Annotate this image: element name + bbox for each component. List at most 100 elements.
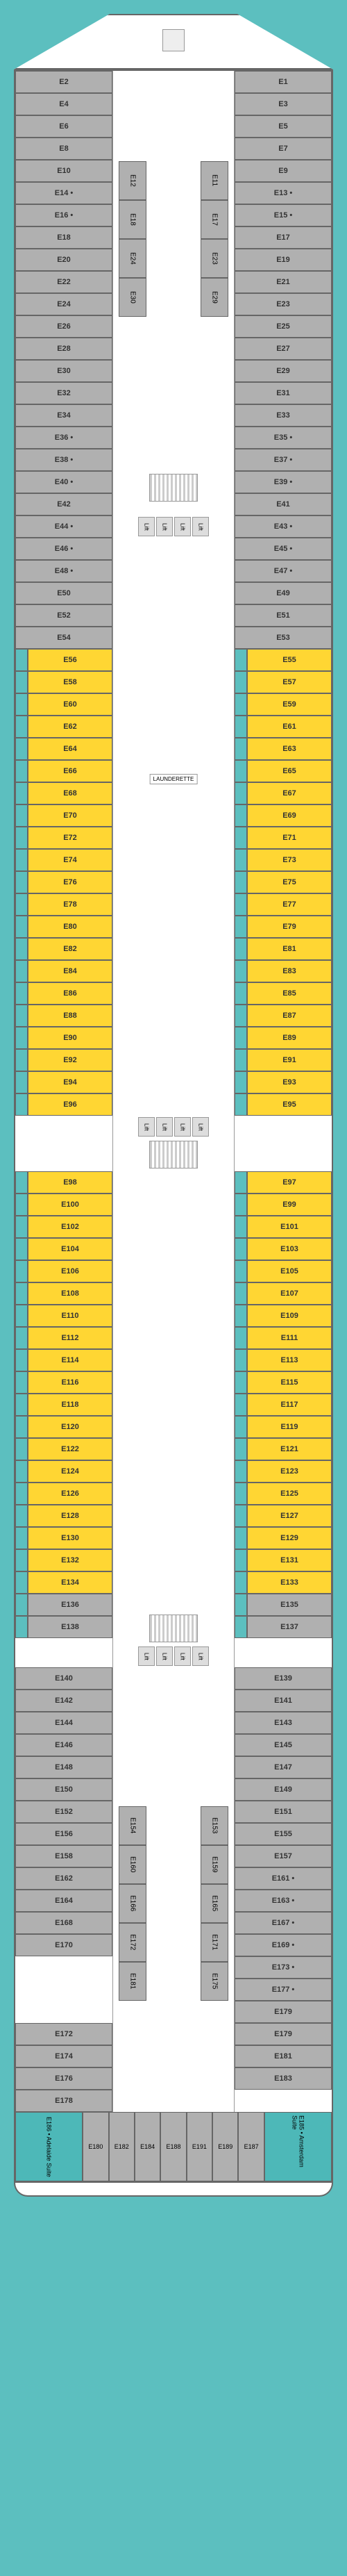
cabin-E138: E138: [28, 1616, 112, 1638]
cabin-E19: E19: [235, 249, 332, 271]
cabin-E131: E131: [247, 1549, 332, 1571]
cabin-row: E44 •: [15, 515, 112, 538]
cabin-E78: E78: [28, 893, 112, 916]
cabin-E106: E106: [28, 1260, 112, 1282]
stern-cabin-E180: E180: [83, 2112, 108, 2181]
cabin-row: E120: [15, 1416, 112, 1438]
cabin-row: E78: [15, 893, 112, 916]
cabin-E70: E70: [28, 804, 112, 827]
cabin-row: E29: [235, 360, 332, 382]
cabin-row: E32: [15, 382, 112, 404]
balcony-marker: [235, 1282, 247, 1305]
cabin-E65: E65: [247, 760, 332, 782]
balcony-marker: [15, 738, 28, 760]
cabin-row: E45 •: [235, 538, 332, 560]
aft-transition: E136E138 Lift Lift Lift Lift E135E137: [15, 1594, 332, 1667]
cabin-row: E140: [15, 1667, 112, 1690]
cabin-E143: E143: [235, 1712, 332, 1734]
cabin-E179: E179: [235, 2001, 332, 2023]
cabin-E113: E113: [247, 1349, 332, 1371]
cabin-row: E112: [15, 1327, 112, 1349]
cabin-row: E34: [15, 404, 112, 427]
cabin-row: E6: [15, 115, 112, 138]
forward-section: E2E4E6E8E10E14 •E16 •E18E20E22E24E26E28E…: [15, 71, 332, 604]
balcony-marker: [235, 716, 247, 738]
balcony-marker: [15, 1371, 28, 1394]
cabin-row: E87: [235, 1005, 332, 1027]
cabin-row: E96: [15, 1093, 112, 1116]
cabin-E139: E139: [235, 1667, 332, 1690]
balcony-marker: [15, 849, 28, 871]
cabin-row: E124: [15, 1460, 112, 1483]
cabin-E33: E33: [235, 404, 332, 427]
lift-icon: Lift: [174, 517, 191, 536]
cabin-E135: E135: [247, 1594, 332, 1616]
cabin-E96: E96: [28, 1093, 112, 1116]
cabin-row: E95: [235, 1093, 332, 1116]
cabin-row: E119: [235, 1416, 332, 1438]
cabin-E172: E172: [15, 2023, 112, 2045]
cabin-row: E118: [15, 1394, 112, 1416]
cabin-E85: E85: [247, 982, 332, 1005]
cabin-E162: E162: [15, 1867, 112, 1890]
balcony-marker: [235, 1093, 247, 1116]
cabin-row: E39 •: [235, 471, 332, 493]
balcony-marker: [235, 1394, 247, 1416]
cabin-row: E51: [235, 604, 332, 627]
lift-icon: Lift: [156, 1117, 173, 1137]
cabin-E82: E82: [28, 938, 112, 960]
cabin-row: E68: [15, 782, 112, 804]
cabin-E40: E40 •: [15, 471, 112, 493]
balcony-marker: [235, 871, 247, 893]
balcony-marker: [15, 1416, 28, 1438]
balcony-marker: [15, 1027, 28, 1049]
cabin-E31: E31: [235, 382, 332, 404]
cabin-E23: E23: [235, 293, 332, 315]
balcony-marker: [15, 938, 28, 960]
cabin-row: E143: [235, 1712, 332, 1734]
cabin-row: E163 •: [235, 1890, 332, 1912]
cabin-row: E5: [235, 115, 332, 138]
cabin-E163: E163 •: [235, 1890, 332, 1912]
balcony-marker: [235, 760, 247, 782]
cabin-row: E7: [235, 138, 332, 160]
cabin-E52: E52: [15, 604, 112, 627]
balcony-marker: [15, 1594, 28, 1616]
cabin-row: E81: [235, 938, 332, 960]
cabin-E42: E42: [15, 493, 112, 515]
ship-deck-plan: E2E4E6E8E10E14 •E16 •E18E20E22E24E26E28E…: [0, 0, 347, 2211]
cabin-E100: E100: [28, 1194, 112, 1216]
balcony-marker: [15, 1616, 28, 1638]
cabin-E34: E34: [15, 404, 112, 427]
cabin-E142: E142: [15, 1690, 112, 1712]
cabin-row: E148: [15, 1756, 112, 1778]
balcony-marker: [15, 782, 28, 804]
balcony-marker: [15, 760, 28, 782]
balcony-marker: [15, 716, 28, 738]
cabin-E48: E48 •: [15, 560, 112, 582]
cabin-E41: E41: [235, 493, 332, 515]
cabin-E56: E56: [28, 649, 112, 671]
cabin-row: E100: [15, 1194, 112, 1216]
cabin-row: E130: [15, 1527, 112, 1549]
cabin-E60: E60: [28, 693, 112, 716]
cabin-row: E126: [15, 1483, 112, 1505]
cabin-E25: E25: [235, 315, 332, 338]
cabin-E152: E152: [15, 1801, 112, 1823]
lift-icon: Lift: [138, 517, 155, 536]
cabin-E132: E132: [28, 1549, 112, 1571]
lift-icon: Lift: [192, 1646, 209, 1666]
cabin-E91: E91: [247, 1049, 332, 1071]
stern-cabin-E189: E189: [212, 2112, 238, 2181]
cabin-row: E28: [15, 338, 112, 360]
cabin-E173: E173 •: [235, 1956, 332, 1979]
cabin-row: E108: [15, 1282, 112, 1305]
cabin-row: E127: [235, 1505, 332, 1527]
balcony-marker: [235, 1438, 247, 1460]
cabin-E20: E20: [15, 249, 112, 271]
cabin-E120: E120: [28, 1416, 112, 1438]
balcony-marker: [235, 1194, 247, 1216]
cabin-row: E84: [15, 960, 112, 982]
cabin-E179: E179: [235, 2023, 332, 2045]
cabin-E112: E112: [28, 1327, 112, 1349]
